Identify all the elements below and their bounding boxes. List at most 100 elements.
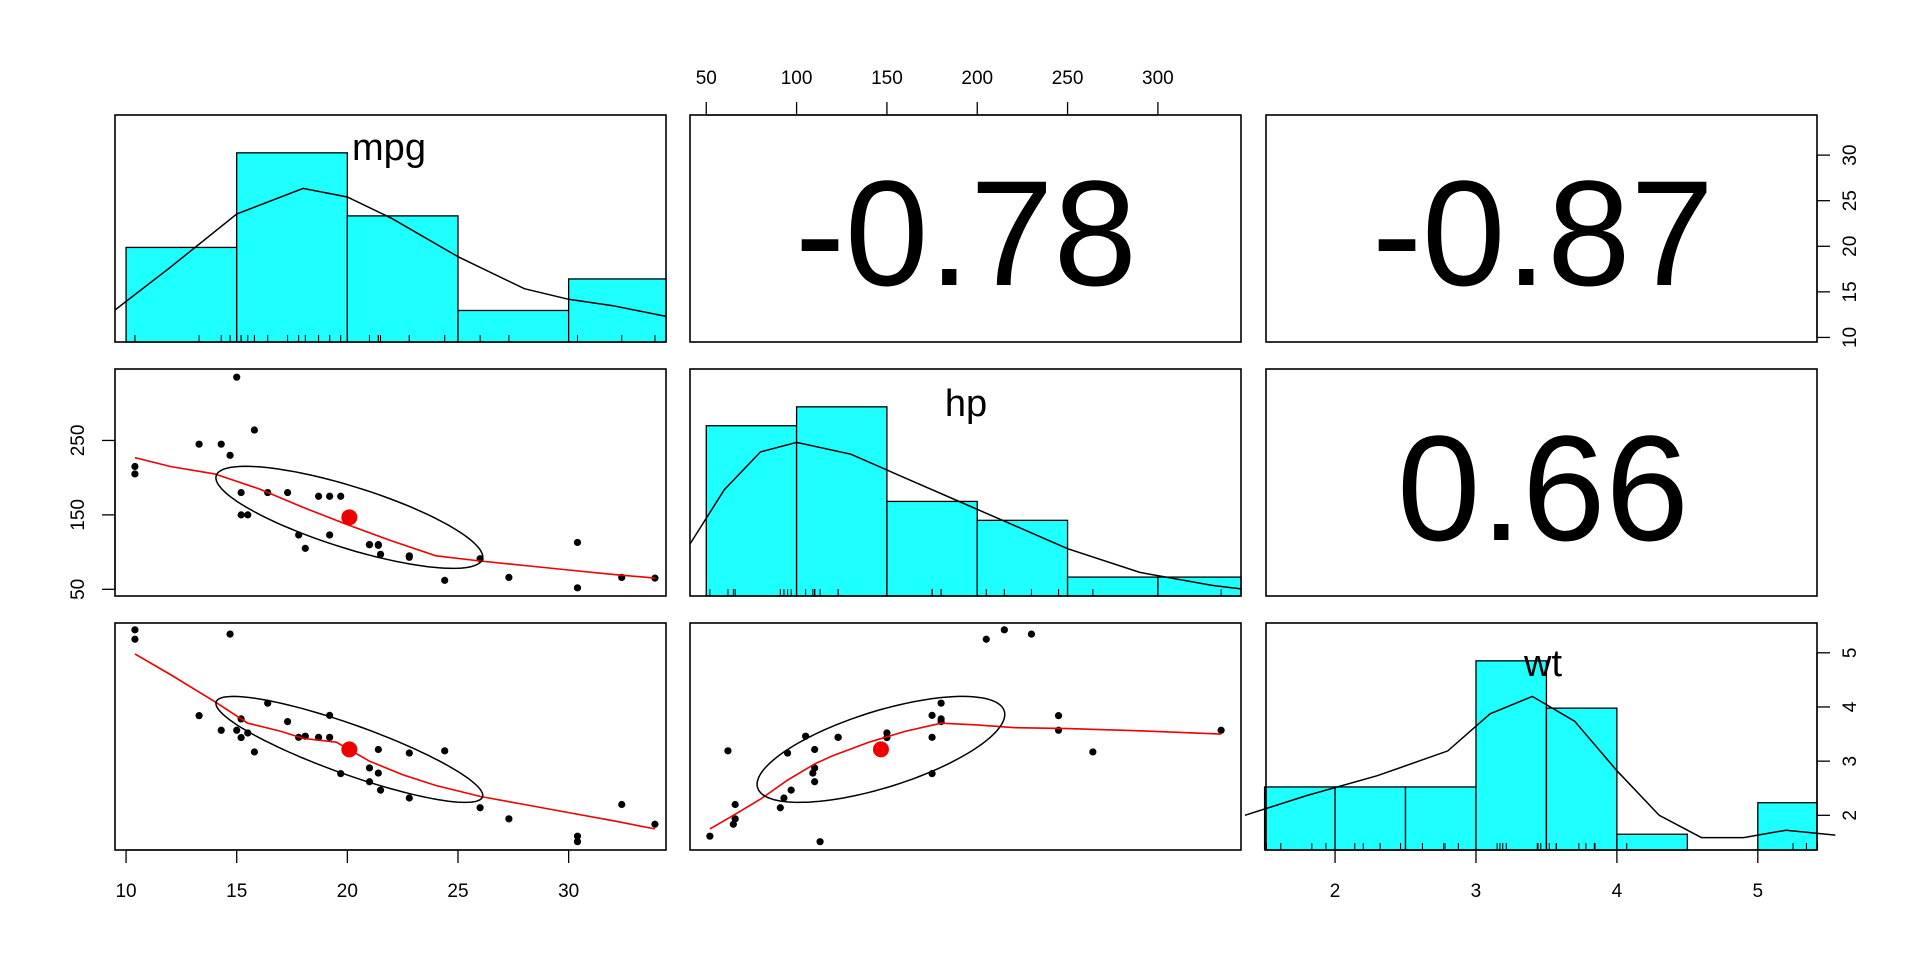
histogram-bar-mpg — [236, 152, 348, 343]
panel-frame — [114, 368, 667, 597]
y-tick-label-hp: 150 — [68, 499, 89, 531]
right-tick-label-wt: 2 — [1840, 810, 1861, 821]
data-point — [237, 511, 245, 519]
mean-point — [872, 741, 889, 758]
panel-frame — [1265, 368, 1818, 597]
data-point — [326, 733, 334, 741]
histogram-bar-hp — [1157, 576, 1242, 597]
data-point — [505, 815, 513, 823]
data-point — [314, 733, 323, 741]
smoother-line — [134, 653, 656, 830]
data-point — [573, 584, 582, 592]
smoother-line — [709, 722, 1222, 830]
data-point — [809, 769, 817, 777]
histogram-bar-mpg — [457, 309, 570, 343]
data-point — [505, 573, 513, 581]
data-point — [326, 531, 334, 539]
mean-point — [341, 741, 358, 758]
data-point — [226, 451, 234, 459]
data-point — [405, 794, 413, 802]
data-point — [618, 800, 626, 809]
data-point — [314, 492, 323, 500]
data-point — [1217, 726, 1225, 734]
data-point — [1054, 712, 1063, 720]
data-point — [651, 820, 659, 828]
data-point — [811, 745, 819, 754]
correlation-hp-wt: 0.66 — [1397, 404, 1689, 572]
data-point — [237, 733, 245, 742]
data-point — [937, 715, 945, 723]
right-tick-label-mpg: 20 — [1840, 236, 1861, 257]
right-tick-label-mpg: 15 — [1840, 281, 1861, 302]
data-point — [776, 804, 784, 812]
data-point — [706, 832, 714, 840]
data-point — [337, 492, 345, 500]
right-tick-label-mpg: 10 — [1840, 327, 1861, 348]
data-point — [217, 726, 225, 734]
data-point — [1089, 748, 1097, 756]
data-point — [928, 733, 936, 741]
top-tick-label-hp: 50 — [696, 68, 717, 89]
data-point — [301, 544, 309, 552]
panel-layer: 10 15 20 25 30 2 3 4 550 100 150 200 250 300501502501… — [68, 68, 1861, 902]
density-curve-hp — [689, 441, 1242, 590]
label-layer: mpg hp wt -0.78 -0.87 0.66 — [352, 127, 1714, 685]
histogram-wt — [1244, 660, 1836, 851]
histogram-bar-wt — [1263, 786, 1336, 851]
data-point — [131, 462, 139, 471]
x-tick-label-mpg: 15 — [226, 881, 247, 902]
data-point — [731, 815, 739, 823]
histogram-bar-wt — [1475, 660, 1548, 851]
mean-point — [341, 509, 358, 526]
y-tick-label-hp: 250 — [68, 425, 89, 457]
data-point — [1027, 630, 1036, 638]
histogram-bar-mpg — [346, 215, 459, 343]
data-point — [811, 778, 819, 786]
data-point — [573, 538, 582, 547]
data-point — [195, 712, 203, 720]
data-point — [376, 550, 385, 558]
correlation-mpg-wt: -0.87 — [1372, 149, 1714, 317]
data-point — [573, 832, 582, 840]
top-tick-label-hp: 100 — [781, 68, 813, 89]
data-point — [405, 552, 413, 560]
data-point — [237, 488, 245, 497]
right-tick-label-wt: 3 — [1840, 756, 1861, 767]
x-tick-label-mpg: 25 — [447, 881, 468, 902]
data-point — [441, 576, 449, 584]
data-point — [233, 373, 241, 381]
density-curve-wt — [1244, 695, 1836, 839]
data-point — [405, 749, 413, 757]
correlation-ellipse — [756, 695, 1006, 804]
x-tick-label-wt: 4 — [1612, 881, 1623, 902]
smoother-line — [134, 456, 655, 579]
data-point — [365, 764, 374, 772]
correlation-ellipse — [215, 465, 484, 570]
scatter-wt-vs-hp — [706, 626, 1225, 846]
data-point — [233, 726, 241, 734]
data-point — [729, 820, 737, 828]
panel-frame — [689, 622, 1242, 851]
data-point — [226, 630, 234, 638]
panel-frame — [114, 114, 667, 343]
data-point — [982, 635, 990, 643]
data-point — [937, 699, 945, 707]
histogram-hp — [689, 406, 1242, 597]
histogram-mpg — [114, 152, 667, 343]
data-point — [374, 541, 382, 549]
top-tick-label-hp: 150 — [871, 68, 903, 89]
diag-title-hp: hp — [945, 383, 987, 425]
top-tick-label-hp: 200 — [961, 68, 993, 89]
data-point — [284, 488, 292, 497]
axes: 10 15 20 25 30 2 3 4 550 100 150 200 250 300501502501… — [68, 68, 1861, 902]
diag-title-wt: wt — [1523, 643, 1562, 685]
top-tick-label-hp: 300 — [1142, 68, 1174, 89]
x-tick-label-mpg: 30 — [558, 881, 579, 902]
histogram-bar-mpg — [567, 278, 667, 343]
top-tick-label-hp: 250 — [1052, 68, 1084, 89]
right-tick-label-mpg: 25 — [1840, 190, 1861, 211]
histogram-bar-hp — [1066, 576, 1159, 597]
data-point — [651, 574, 659, 582]
panel-frame — [689, 368, 1242, 597]
